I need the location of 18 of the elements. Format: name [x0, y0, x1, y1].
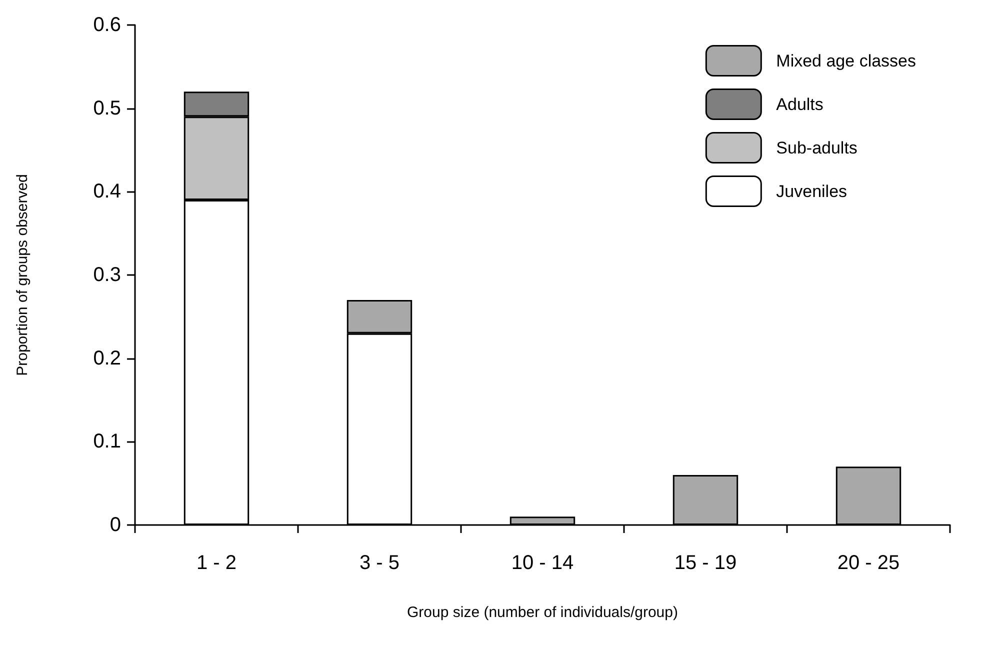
y-tick-label: 0.1 [93, 430, 121, 453]
legend-label: Juveniles [776, 182, 848, 201]
y-axis-title: Proportion of groups observed [14, 174, 31, 376]
legend-label: Mixed age classes [776, 51, 916, 70]
y-tick-label: 0.3 [93, 264, 121, 286]
x-tick-label: 15 - 19 [674, 552, 737, 574]
x-tick-label: 10 - 14 [511, 552, 574, 574]
y-tick-label: 0.2 [93, 347, 121, 370]
x-tick-label: 3 - 5 [359, 552, 400, 574]
legend-label: Adults [776, 94, 824, 114]
y-tick-label: 0.4 [93, 180, 121, 203]
x-tick-label: 1 - 2 [196, 552, 237, 574]
y-tick-label: 0.6 [93, 14, 121, 36]
x-tick-label: 20 - 25 [837, 552, 900, 574]
y-tick-label: 0.5 [93, 97, 121, 120]
y-tick-label: 0 [110, 514, 121, 536]
x-axis-title: Group size (number of individuals/group) [407, 604, 678, 621]
legend-label: Sub-adults [776, 138, 858, 158]
